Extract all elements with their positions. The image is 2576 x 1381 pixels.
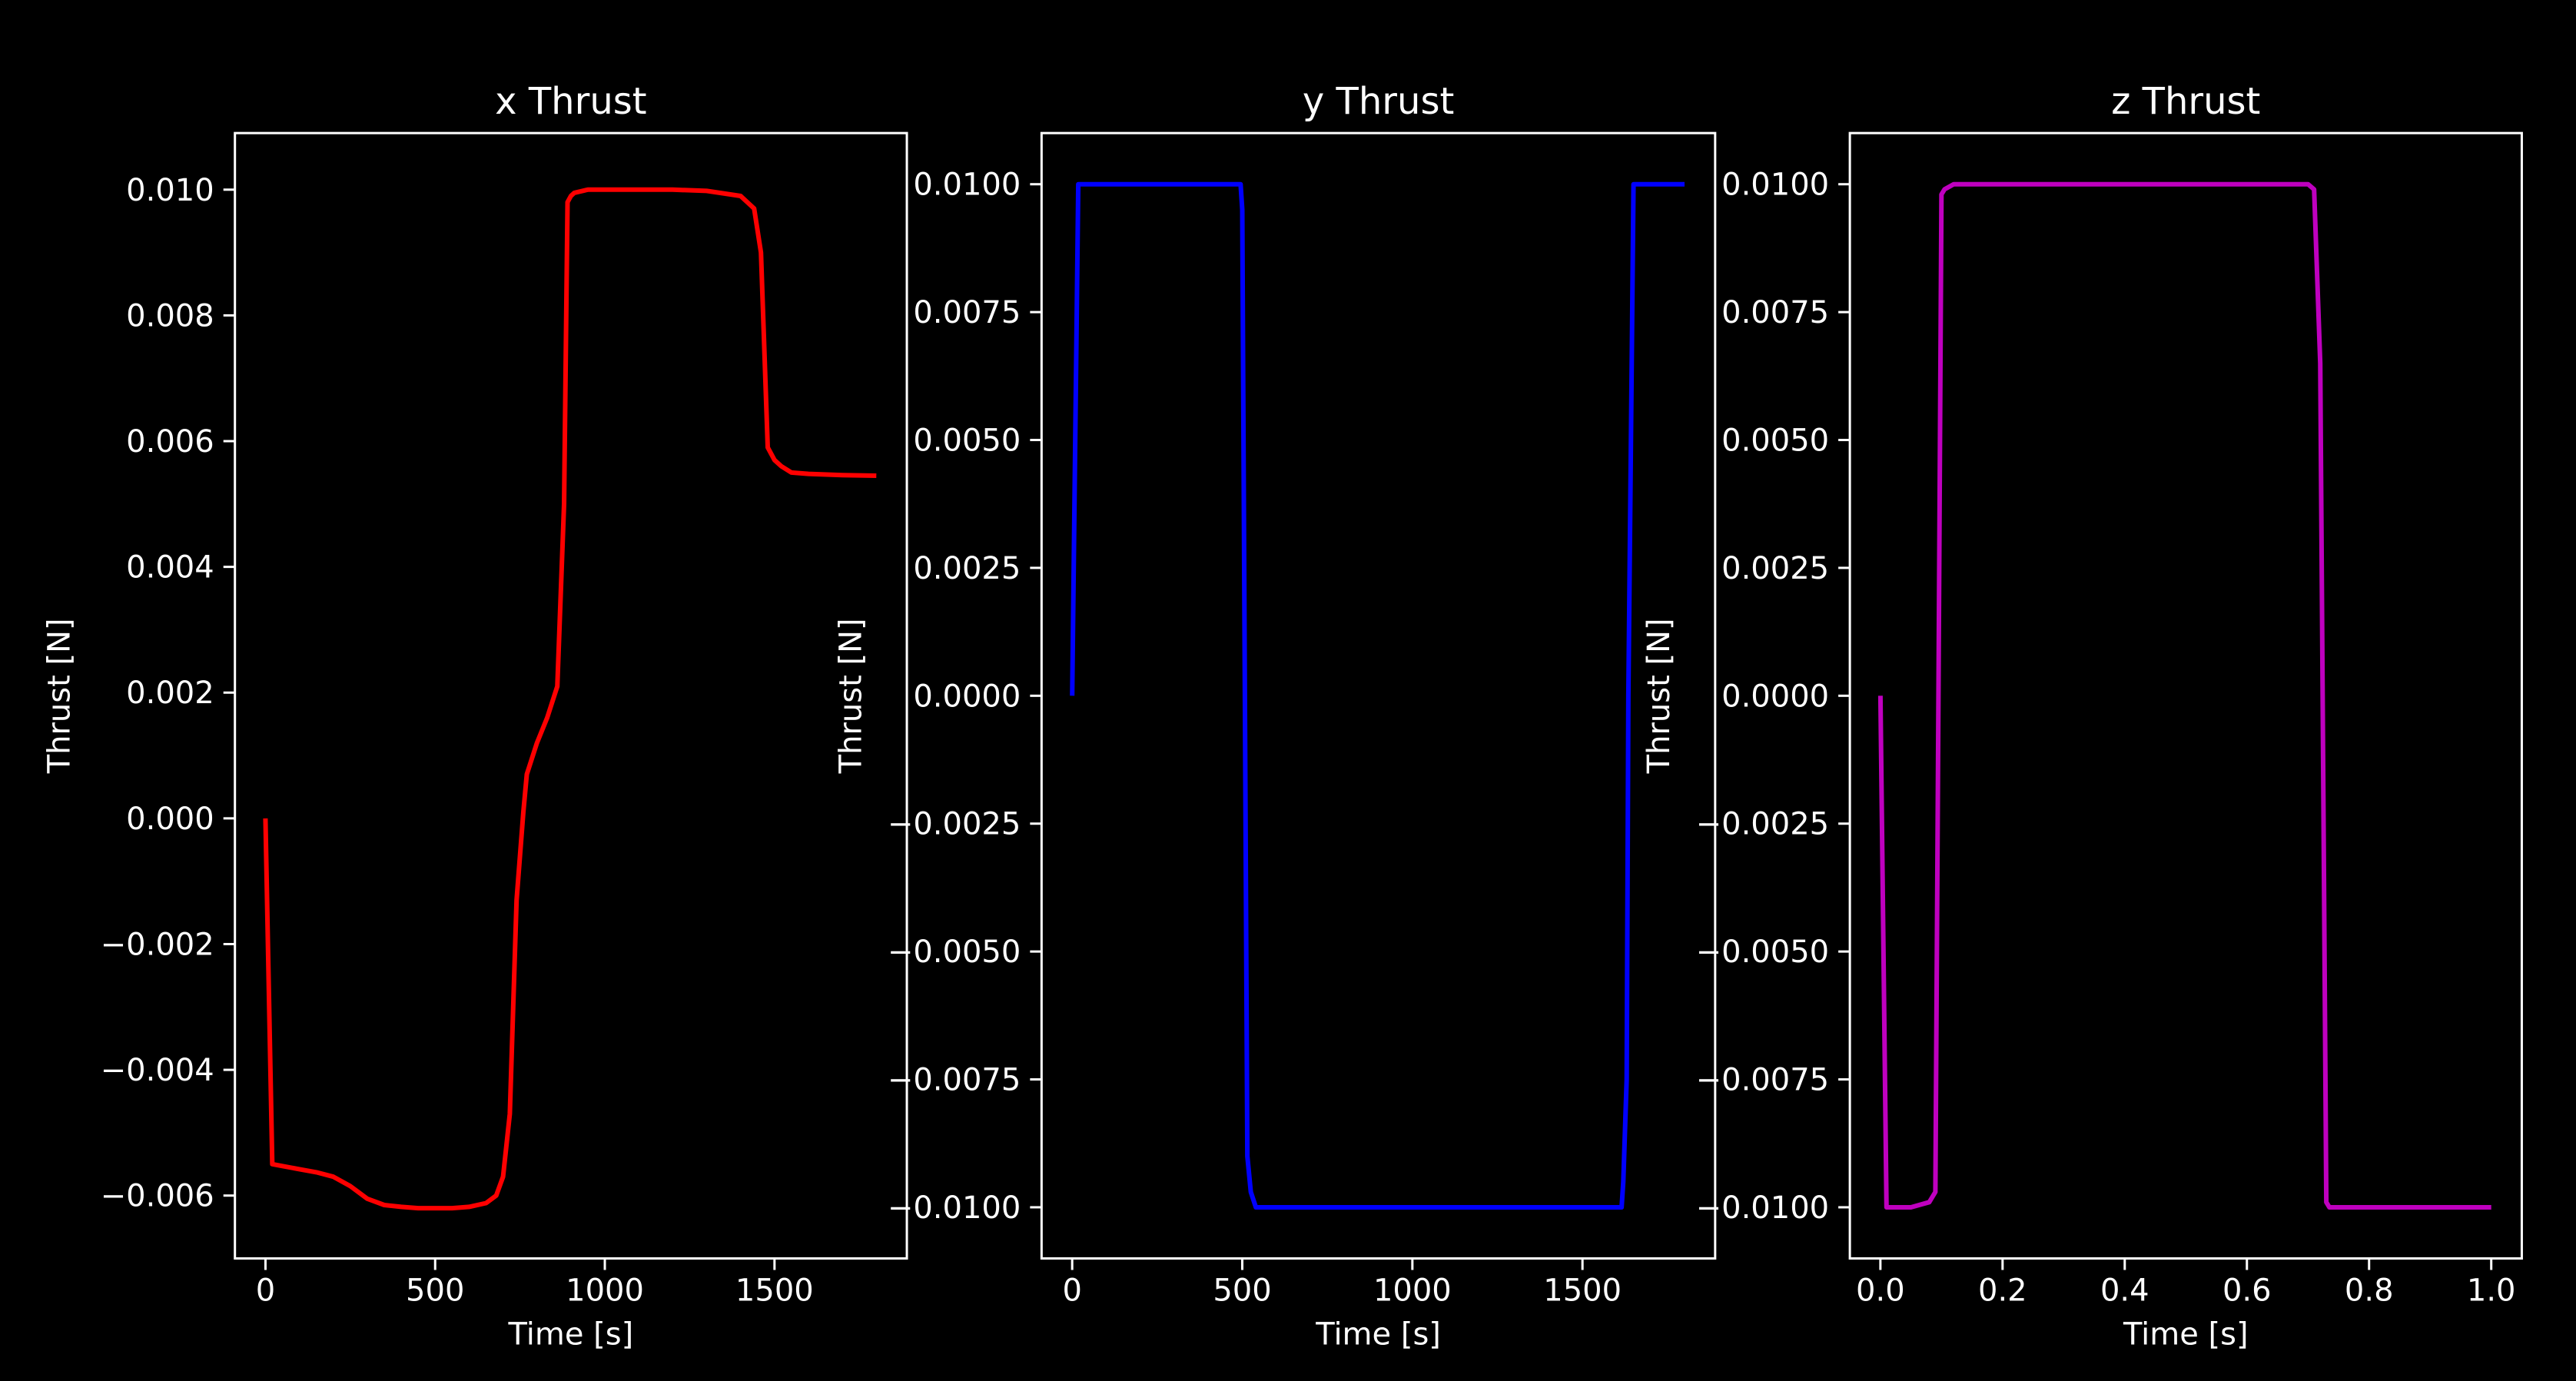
y-tick-label: −0.006: [101, 1179, 214, 1214]
x-tick-label: 0: [1062, 1273, 1081, 1309]
y-tick-label: 0.0100: [913, 168, 1021, 203]
subplot-title: y Thrust: [1303, 80, 1454, 123]
y-tick-label: 0.0050: [1721, 423, 1829, 459]
x-axis-label: Time [s]: [508, 1317, 634, 1353]
y-tick-label: −0.0075: [1696, 1063, 1829, 1098]
y-tick-label: 0.004: [126, 550, 214, 586]
x-tick-label: 0.8: [2345, 1273, 2394, 1309]
x-tick-label: 1000: [566, 1273, 644, 1309]
subplot-title: z Thrust: [2111, 80, 2260, 123]
x-tick-label: 0.0: [1856, 1273, 1905, 1309]
series-line-0: [263, 187, 877, 1211]
series-line-0: [1877, 181, 2491, 1210]
plot-area: 0 500 1000 1500 −0.0100 −0.0075 −0.0050 −0.0025…: [888, 131, 1717, 1309]
y-tick-label: −0.0025: [888, 807, 1021, 842]
x-tick-label: 0: [256, 1273, 275, 1309]
y-tick-label: 0.010: [126, 173, 214, 208]
y-axis-label: Thrust [N]: [1642, 618, 1677, 774]
y-tick-label: 0.006: [126, 424, 214, 460]
y-tick-label: −0.0025: [1696, 807, 1829, 842]
subplot-title: x Thrust: [495, 80, 646, 123]
y-tick-label: 0.0025: [1721, 551, 1829, 586]
series-line-0: [1070, 181, 1685, 1210]
x-tick-label: 500: [406, 1273, 464, 1309]
subplot-z-thrust: z Thrust Time [s] Thrust [N] 0.0 0.2 0.4 0.…: [1642, 80, 2523, 1353]
subplot-x-thrust: x Thrust Time [s] Thrust [N] 0 500 1000 150…: [42, 80, 908, 1353]
y-tick-label: 0.0025: [913, 551, 1021, 586]
y-tick-label: −0.0100: [888, 1190, 1021, 1226]
y-tick-label: −0.0100: [1696, 1190, 1829, 1226]
x-axis-label: Time [s]: [2123, 1317, 2249, 1353]
subplot-y-thrust: y Thrust Time [s] Thrust [N] 0 500 1000 150…: [833, 80, 1717, 1353]
y-tick-label: 0.000: [126, 802, 214, 837]
x-tick-label: 1500: [1543, 1273, 1622, 1309]
y-tick-label: 0.0100: [1721, 168, 1829, 203]
x-tick-label: 0.4: [2100, 1273, 2149, 1309]
y-tick-label: −0.0075: [888, 1063, 1021, 1098]
y-tick-label: 0.0050: [913, 423, 1021, 459]
plot-area: 0.0 0.2 0.4 0.6 0.8 1.0 −0.0100 −0.0075 −0.0050 −…: [1696, 131, 2523, 1309]
y-tick-label: 0.008: [126, 298, 214, 334]
y-tick-label: −0.0050: [1696, 934, 1829, 970]
x-tick-label: 0.6: [2222, 1273, 2272, 1309]
y-tick-label: 0.0075: [913, 295, 1021, 330]
y-tick-label: −0.004: [101, 1053, 214, 1088]
x-tick-label: 1500: [735, 1273, 814, 1309]
x-tick-label: 1.0: [2467, 1273, 2516, 1309]
x-tick-label: 500: [1213, 1273, 1271, 1309]
y-axis-label: Thrust [N]: [42, 618, 78, 774]
axes-frame: [234, 131, 908, 1260]
y-tick-label: 0.0075: [1721, 295, 1829, 330]
y-tick-label: 0.0000: [913, 679, 1021, 714]
y-tick-label: 0.0000: [1721, 679, 1829, 714]
x-tick-label: 0.2: [1978, 1273, 2027, 1309]
y-tick-label: 0.002: [126, 676, 214, 711]
plot-area: 0 500 1000 1500 −0.006 −0.004 −0.002 0.000 0.002…: [101, 131, 908, 1309]
y-axis-label: Thrust [N]: [833, 618, 868, 774]
x-axis-label: Time [s]: [1315, 1317, 1441, 1353]
x-tick-label: 1000: [1373, 1273, 1452, 1309]
y-tick-label: −0.0050: [888, 934, 1021, 970]
y-tick-label: −0.002: [101, 927, 214, 962]
